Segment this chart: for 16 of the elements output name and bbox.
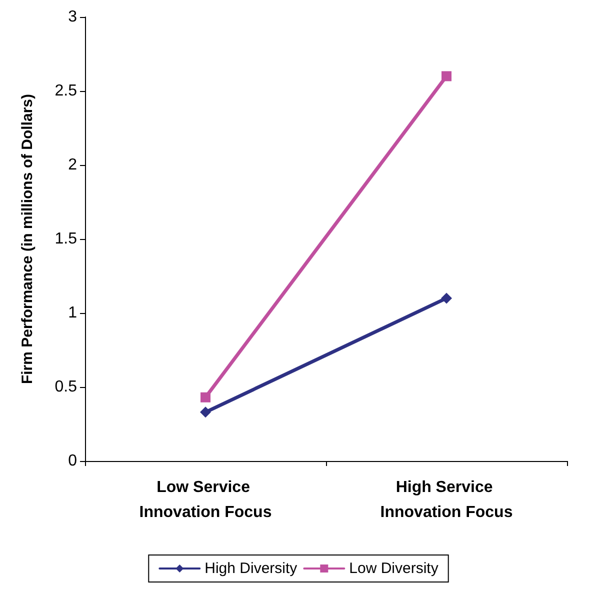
point <box>441 292 452 304</box>
point <box>200 392 210 402</box>
legend-label: Low Diversity <box>349 560 439 577</box>
legend-label: High Diversity <box>204 560 298 577</box>
x-tick-label: High Service Innovation Focus <box>380 479 513 521</box>
y-tick-label: 0 <box>68 452 78 470</box>
y-tick-label: 2 <box>68 156 78 174</box>
y-tick-label: 1.5 <box>54 230 78 248</box>
point <box>200 406 211 418</box>
y-axis-title: Firm Performance (in millions of Dollars) <box>19 94 36 384</box>
y-tick-label: 1 <box>68 304 78 322</box>
y-tick-label: 2.5 <box>54 82 78 100</box>
point <box>442 71 452 82</box>
x-tick-label: Low Service Innovation Focus <box>139 479 272 521</box>
y-tick-label: 3 <box>68 8 78 26</box>
y-tick-label: 0.5 <box>54 378 78 396</box>
